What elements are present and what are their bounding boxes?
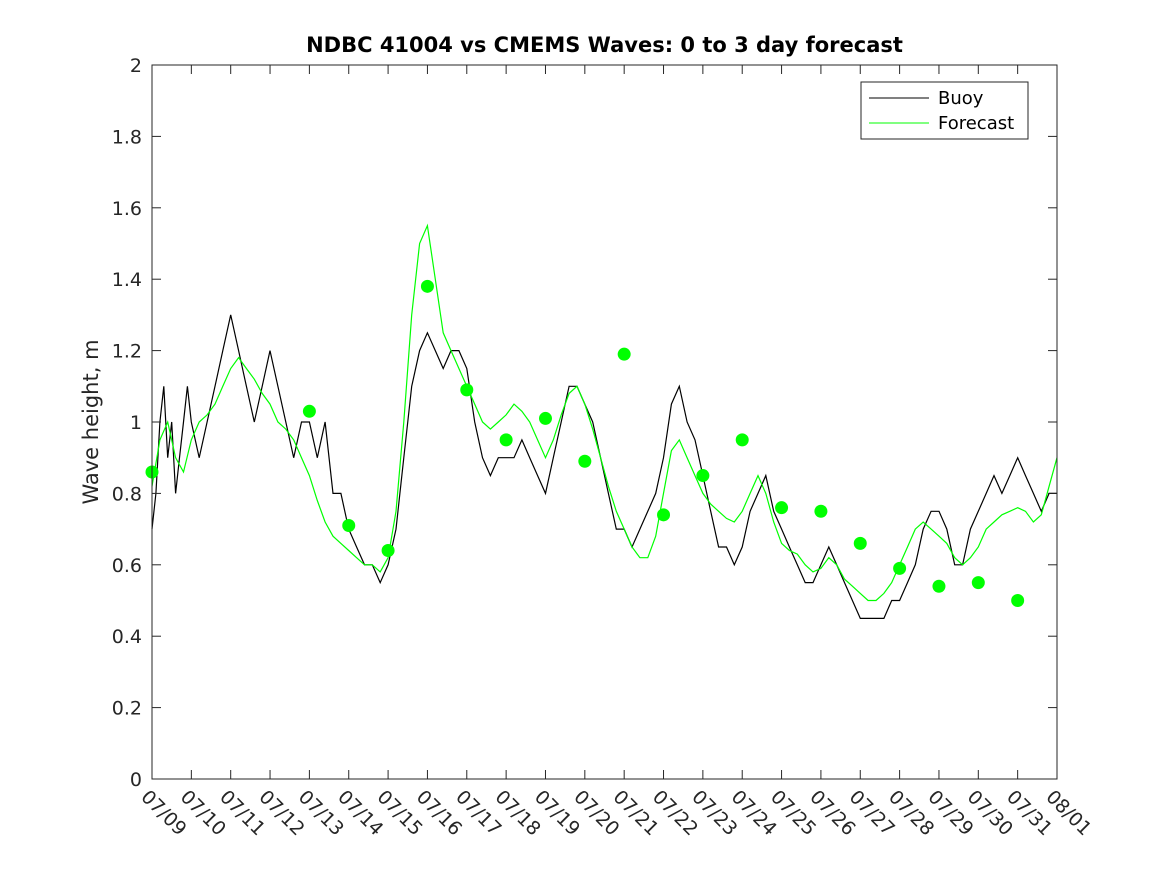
y-tick-label: 0.8 <box>112 483 142 505</box>
y-tick-label: 1.4 <box>112 269 142 291</box>
forecast-marker <box>657 508 671 522</box>
forecast-marker <box>735 433 749 447</box>
y-tick-label: 0.4 <box>112 626 142 648</box>
forecast-marker <box>499 433 513 447</box>
plot-area <box>152 65 1057 779</box>
forecast-marker <box>617 347 631 361</box>
y-tick-label: 1.8 <box>112 126 142 148</box>
legend: Buoy Forecast <box>860 81 1029 140</box>
forecast-marker <box>578 454 592 468</box>
forecast-marker <box>460 383 474 397</box>
y-tick-label: 0 <box>130 769 142 791</box>
chart-title: NDBC 41004 vs CMEMS Waves: 0 to 3 day fo… <box>306 33 903 57</box>
y-tick-label: 1.6 <box>112 198 142 220</box>
forecast-marker <box>1011 594 1025 607</box>
forecast-marker <box>971 576 985 590</box>
series-line-forecast <box>151 223 1058 602</box>
forecast-marker <box>538 411 552 425</box>
y-tick-label: 2 <box>130 55 142 77</box>
forecast-marker <box>420 279 434 293</box>
forecast-marker <box>853 536 867 550</box>
y-tick-label: 1 <box>130 412 142 434</box>
y-tick-label: 1.2 <box>112 341 142 363</box>
forecast-marker <box>932 579 946 593</box>
legend-label-buoy: Buoy <box>938 88 984 109</box>
y-tick-label: 0.2 <box>112 698 142 720</box>
forecast-marker <box>381 544 395 558</box>
series-layer <box>151 223 1058 619</box>
legend-label-forecast: Forecast <box>938 113 1014 134</box>
forecast-marker <box>775 501 789 515</box>
legend-box <box>860 81 1029 140</box>
y-axis-label: Wave height, m <box>79 339 103 504</box>
forecast-marker <box>814 504 828 518</box>
forecast-marker <box>302 404 316 418</box>
forecast-marker <box>696 469 710 483</box>
forecast-marker <box>893 561 907 575</box>
y-tick-label: 0.6 <box>112 555 142 577</box>
forecast-marker <box>342 519 356 533</box>
